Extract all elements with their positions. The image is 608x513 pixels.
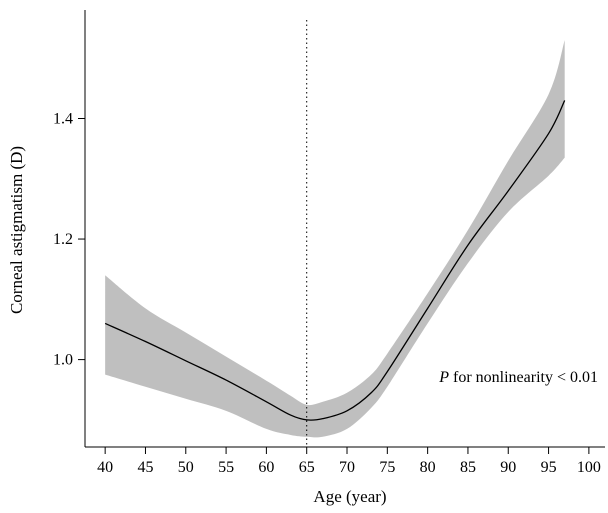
y-tick-label: 1.4 [53, 110, 73, 127]
x-tick-label: 95 [541, 459, 557, 476]
x-tick-label: 100 [577, 459, 601, 476]
annotation-text: for nonlinearity < 0.01 [449, 369, 598, 386]
fit-line-layer [104, 100, 566, 421]
x-tick-label: 70 [339, 459, 355, 476]
y-tick-label: 1.2 [53, 231, 73, 248]
x-tick-label: 40 [97, 459, 113, 476]
x-tick-label: 60 [258, 459, 274, 476]
x-tick-label: 90 [500, 459, 516, 476]
x-tick-label: 45 [137, 459, 153, 476]
x-tick-label: 85 [460, 459, 476, 476]
x-tick-label: 75 [379, 459, 395, 476]
y-axis-label: Corneal astigmatism (D) [7, 146, 26, 314]
annotation-p: P [438, 369, 449, 386]
x-tick-label: 80 [420, 459, 436, 476]
y-tick-label: 1.0 [53, 352, 73, 369]
nonlinearity-annotation: P for nonlinearity < 0.01 [438, 369, 598, 386]
fit-line [104, 100, 566, 421]
x-tick-label: 50 [178, 459, 194, 476]
x-axis-label: Age (year) [313, 487, 386, 506]
x-tick-label: 65 [299, 459, 315, 476]
axes: 40 45 50 55 60 65 70 75 80 85 90 95 100 1.0 1.2 1.4 [53, 10, 605, 476]
x-tick-label: 55 [218, 459, 234, 476]
